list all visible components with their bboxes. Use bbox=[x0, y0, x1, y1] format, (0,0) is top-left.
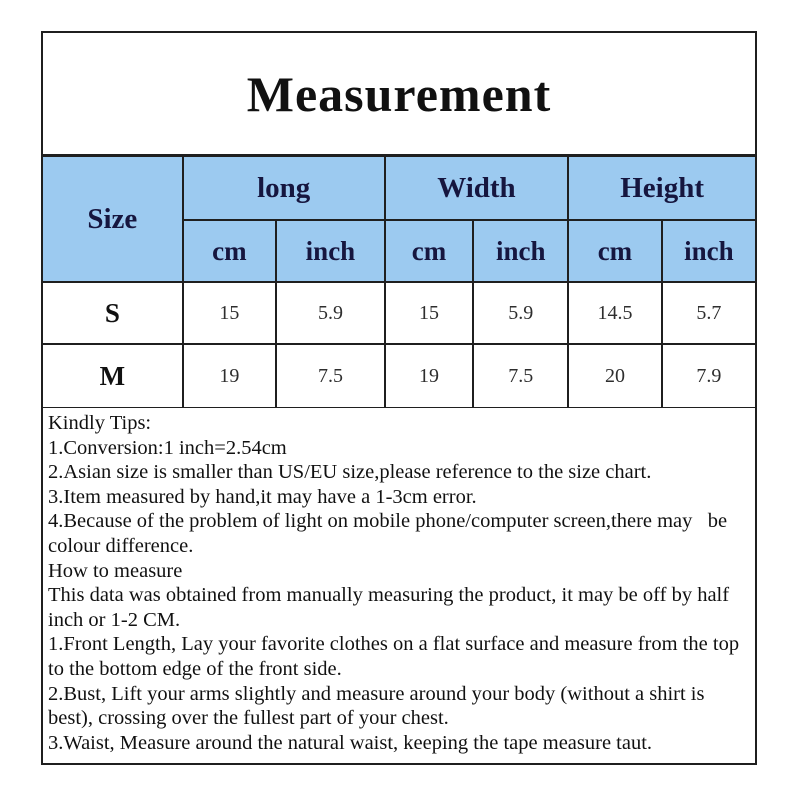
tip-asian-size: 2.Asian size is smaller than US/EU size,… bbox=[48, 461, 652, 484]
value-m-height-inch: 7.9 bbox=[660, 343, 758, 409]
header-width-inch: inch bbox=[472, 219, 570, 283]
value-s-long-inch: 5.9 bbox=[275, 281, 386, 345]
how-to-measure-intro: This data was obtained from manually mea… bbox=[48, 584, 735, 631]
how-to-measure-heading: How to measure bbox=[48, 559, 183, 582]
value-s-height-cm: 14.5 bbox=[567, 281, 663, 345]
size-label-m: M bbox=[41, 343, 184, 409]
size-label-s: S bbox=[41, 281, 184, 345]
tips-box: Kindly Tips: 1.Conversion:1 inch=2.54cm … bbox=[41, 408, 757, 765]
table-row-size-m: M 19 7.5 19 7.5 20 7.9 bbox=[41, 343, 758, 409]
header-height-cm: cm bbox=[567, 219, 663, 283]
value-m-long-cm: 19 bbox=[181, 343, 278, 409]
measure-bust: 2.Bust, Lift your arms slightly and meas… bbox=[48, 682, 710, 730]
value-m-width-cm: 19 bbox=[383, 343, 475, 409]
measure-waist: 3.Waist, Measure around the natural wais… bbox=[48, 731, 653, 754]
value-m-height-cm: 20 bbox=[567, 343, 663, 409]
header-group-height: Height bbox=[567, 155, 757, 221]
header-long-inch: inch bbox=[275, 219, 386, 283]
table-header-unit-row: cm inch cm inch cm inch bbox=[42, 219, 758, 283]
tips-heading: Kindly Tips: bbox=[48, 412, 152, 434]
header-group-long: long bbox=[181, 155, 386, 221]
value-s-width-inch: 5.9 bbox=[472, 281, 570, 345]
table-header-group-row: Size long Width Height bbox=[41, 155, 757, 283]
value-s-long-cm: 15 bbox=[181, 281, 278, 345]
value-m-width-inch: 7.5 bbox=[472, 343, 570, 409]
header-group-width: Width bbox=[383, 155, 570, 221]
header-height-inch: inch bbox=[660, 219, 758, 283]
header-long-cm: cm bbox=[181, 219, 278, 283]
size-table: Size long Width Height cm inch cm inch c… bbox=[41, 155, 758, 409]
value-s-height-inch: 5.7 bbox=[660, 281, 758, 345]
header-size: Size bbox=[41, 155, 184, 283]
tip-colour-difference: 4.Because of the problem of light on mob… bbox=[48, 510, 733, 557]
tip-measure-error: 3.Item measured by hand,it may have a 1-… bbox=[48, 485, 477, 508]
measurement-sheet: Measurement Size long Width Height cm in… bbox=[41, 31, 758, 765]
tip-conversion: 1.Conversion:1 inch=2.54cm bbox=[48, 436, 287, 459]
header-width-cm: cm bbox=[383, 219, 475, 283]
value-m-long-inch: 7.5 bbox=[275, 343, 386, 409]
table-row-size-s: S 15 5.9 15 5.9 14.5 5.7 bbox=[41, 281, 758, 345]
measure-front-length: 1.Front Length, Lay your favorite clothe… bbox=[48, 633, 745, 680]
page-title: Measurement bbox=[246, 65, 552, 122]
title-box: Measurement bbox=[41, 31, 757, 156]
value-s-width-cm: 15 bbox=[383, 281, 475, 345]
